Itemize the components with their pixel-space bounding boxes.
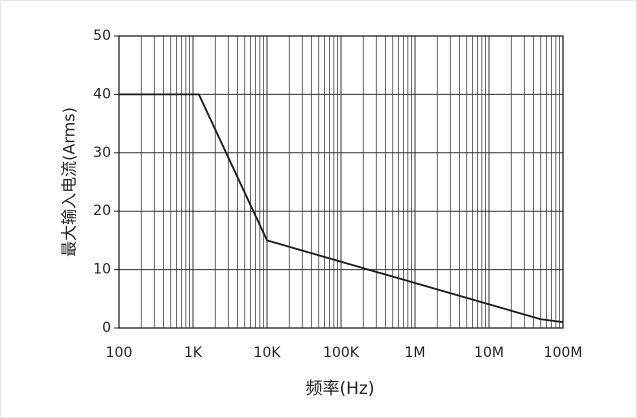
y-tick-label: 40 bbox=[93, 86, 111, 102]
plot-border bbox=[118, 35, 564, 329]
x-tick-label: 10K bbox=[254, 345, 282, 361]
x-tick-label: 10M bbox=[474, 345, 504, 361]
y-tick-label: 20 bbox=[93, 203, 111, 219]
y-tick-label: 50 bbox=[93, 28, 111, 44]
data-line bbox=[119, 93, 564, 324]
x-tick-label: 100M bbox=[544, 345, 583, 361]
y-tick-label: 0 bbox=[102, 320, 111, 336]
x-tick-label: 100 bbox=[106, 345, 133, 361]
x-tick-label: 100K bbox=[323, 345, 360, 361]
x-tick-label: 1M bbox=[405, 345, 426, 361]
y-tick-label: 30 bbox=[93, 145, 111, 161]
y-axis-label: 最大输入电流(Arms) bbox=[60, 107, 79, 257]
x-axis-label: 频率(Hz) bbox=[306, 379, 375, 399]
y-tick-label: 10 bbox=[93, 262, 111, 278]
x-tick-label: 1K bbox=[184, 345, 203, 361]
